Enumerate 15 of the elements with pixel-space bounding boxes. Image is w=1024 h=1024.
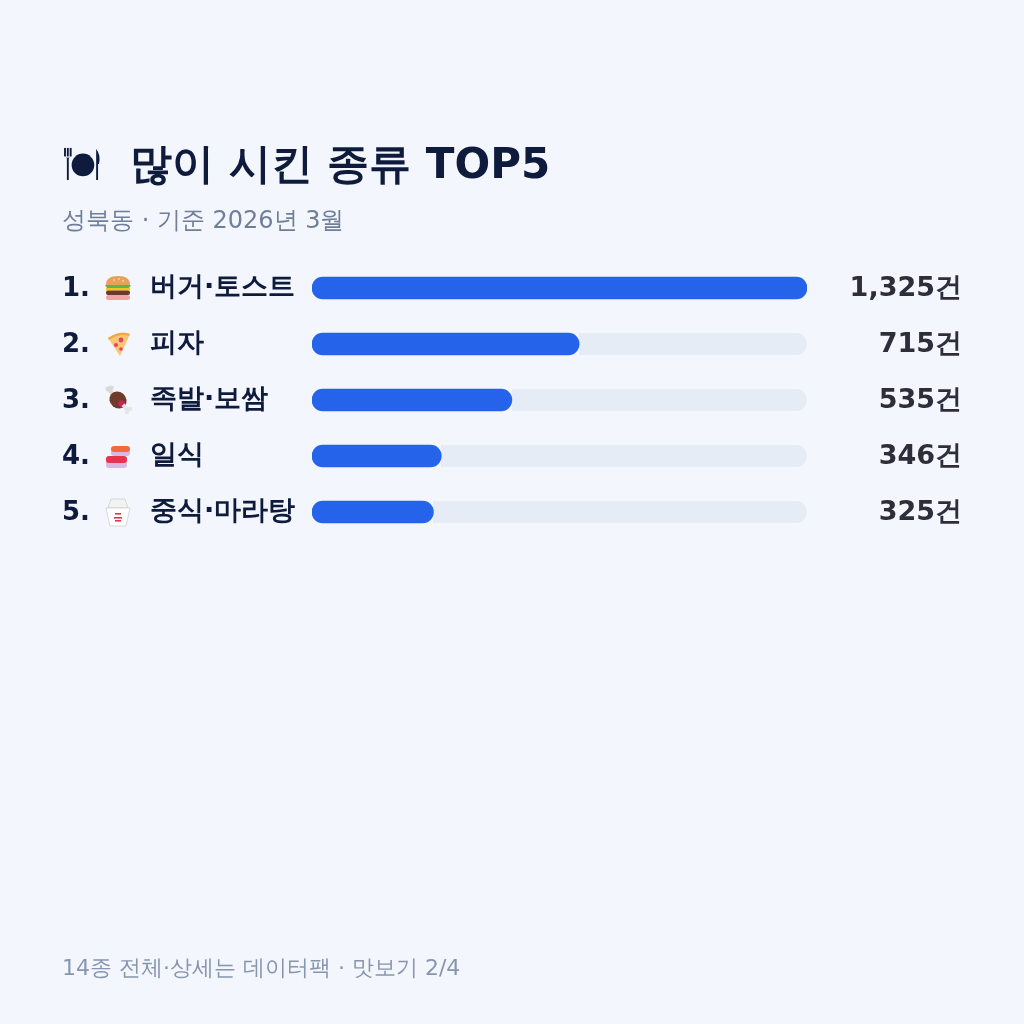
data-label: 346건	[878, 439, 962, 471]
data-label: 715건	[878, 327, 962, 359]
data-label: 1,325건	[849, 271, 962, 303]
chart-title: 많이 시킨 종류 TOP5	[130, 138, 551, 190]
category-label: 3. 족발·보쌈	[62, 382, 269, 414]
category-label: 4. 일식	[62, 438, 204, 470]
text: 14종 전체·상세는 데이터팩 · 맛보기 2/4	[62, 954, 461, 982]
chart-subtitle: 성북동 · 기준 2026년 3월	[62, 205, 345, 236]
data-label: 325건	[878, 495, 962, 527]
bar	[312, 500, 434, 524]
category-label: 5. 중식·마라탕	[62, 494, 296, 526]
data-label: 535건	[878, 383, 962, 415]
category-label: 1. 버거·토스트	[62, 270, 296, 302]
category-label: 2. 피자	[62, 326, 204, 358]
bar	[312, 276, 807, 300]
